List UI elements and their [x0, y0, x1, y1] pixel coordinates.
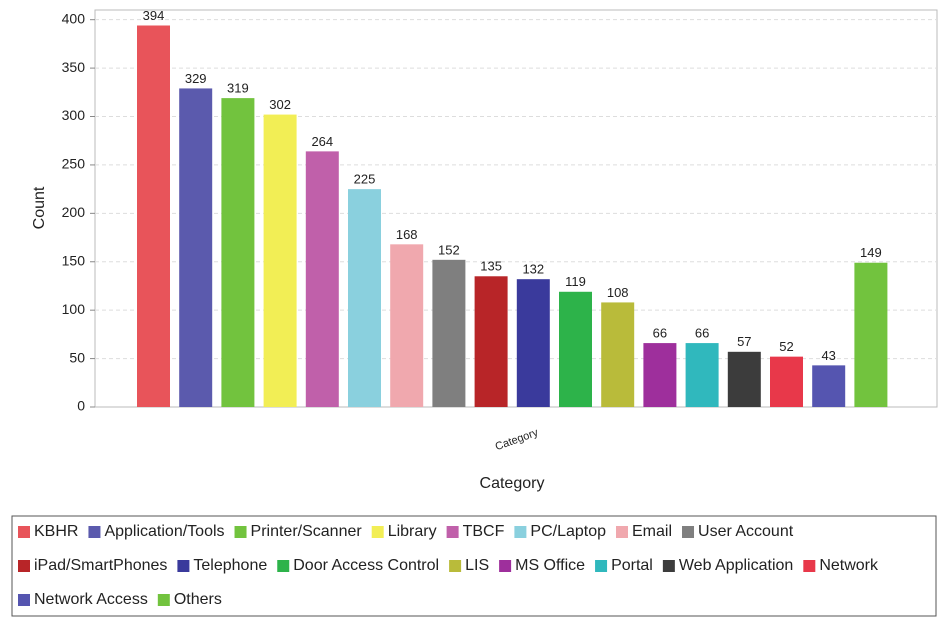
legend-swatch	[18, 526, 30, 538]
bar	[263, 114, 297, 407]
legend-swatch	[682, 526, 695, 538]
bar	[516, 279, 550, 407]
value-label: 108	[607, 285, 629, 300]
value-label: 66	[653, 326, 667, 341]
legend-label: Telephone	[193, 557, 267, 574]
value-label: 66	[695, 326, 709, 341]
legend-label: PC/Laptop	[530, 523, 606, 540]
value-label: 43	[821, 348, 835, 363]
legend-swatch	[18, 594, 30, 606]
value-label: 225	[354, 172, 376, 187]
legend-swatch	[449, 560, 462, 572]
value-label: 319	[227, 81, 249, 96]
y-tick-label: 300	[62, 107, 86, 123]
legend-swatch	[234, 526, 247, 538]
legend-label: Application/Tools	[104, 523, 224, 540]
bar	[770, 356, 803, 407]
value-label: 135	[480, 259, 502, 274]
legend-swatch	[514, 526, 527, 538]
legend-swatch	[157, 594, 170, 606]
legend-label: Portal	[611, 557, 653, 574]
bar	[432, 259, 466, 407]
legend-label: Printer/Scanner	[251, 523, 363, 540]
bar	[221, 98, 255, 408]
legend-label: Door Access Control	[293, 557, 439, 574]
legend-swatch	[277, 560, 290, 572]
y-tick-label: 350	[62, 59, 86, 75]
plot-area	[94, 9, 938, 408]
legend-label: MS Office	[515, 557, 585, 574]
legend-swatch	[499, 560, 512, 572]
bar	[348, 189, 381, 407]
value-label: 168	[396, 227, 418, 242]
legend-swatch	[88, 526, 101, 538]
value-label: 394	[143, 8, 165, 23]
legend-label: iPad/SmartPhones	[34, 557, 167, 574]
bar	[727, 351, 761, 407]
legend-swatch	[662, 560, 675, 572]
legend-swatch	[177, 560, 190, 572]
value-label: 132	[522, 262, 544, 277]
bar	[812, 365, 846, 407]
value-label: 52	[779, 339, 793, 354]
value-label: 152	[438, 242, 460, 257]
bar	[390, 244, 424, 407]
bar	[179, 88, 213, 408]
bar	[685, 343, 719, 407]
y-tick-label: 0	[77, 398, 85, 414]
value-label: 57	[737, 334, 751, 349]
bar	[601, 302, 635, 407]
value-label: 329	[185, 71, 207, 86]
bar	[559, 291, 592, 407]
legend-label: LIS	[465, 557, 489, 574]
value-label: 264	[311, 134, 333, 149]
legend-label: TBCF	[463, 523, 505, 540]
bar	[643, 343, 677, 407]
bar	[137, 25, 170, 408]
bar	[854, 262, 888, 407]
legend-label: Email	[632, 523, 672, 540]
bar	[305, 151, 339, 407]
y-tick-label: 50	[69, 349, 85, 365]
x-axis-label: Category	[480, 475, 545, 492]
y-tick-label: 400	[62, 10, 86, 26]
legend-swatch	[803, 560, 816, 572]
value-label: 302	[269, 97, 291, 112]
legend-label: Network Access	[34, 591, 148, 608]
y-axis-label: Count	[31, 186, 48, 229]
y-tick-label: 200	[62, 204, 86, 220]
legend-label: Others	[174, 591, 222, 608]
x-tick-label: Category	[494, 426, 541, 453]
value-label: 119	[565, 274, 586, 289]
y-tick-label: 100	[62, 301, 86, 317]
legend-label: User Account	[698, 523, 794, 540]
legend-swatch	[595, 560, 608, 572]
bar	[474, 276, 508, 407]
y-tick-label: 150	[62, 252, 86, 268]
legend-label: Web Application	[679, 557, 793, 574]
legend-swatch	[18, 560, 30, 572]
legend-label: KBHR	[34, 523, 78, 540]
value-label: 149	[860, 245, 882, 260]
y-tick-label: 250	[62, 156, 86, 172]
legend-swatch	[371, 526, 384, 538]
legend-swatch	[616, 526, 628, 538]
legend-label: Library	[388, 523, 437, 540]
legend-label: Network	[819, 557, 879, 574]
legend-swatch	[446, 526, 459, 538]
